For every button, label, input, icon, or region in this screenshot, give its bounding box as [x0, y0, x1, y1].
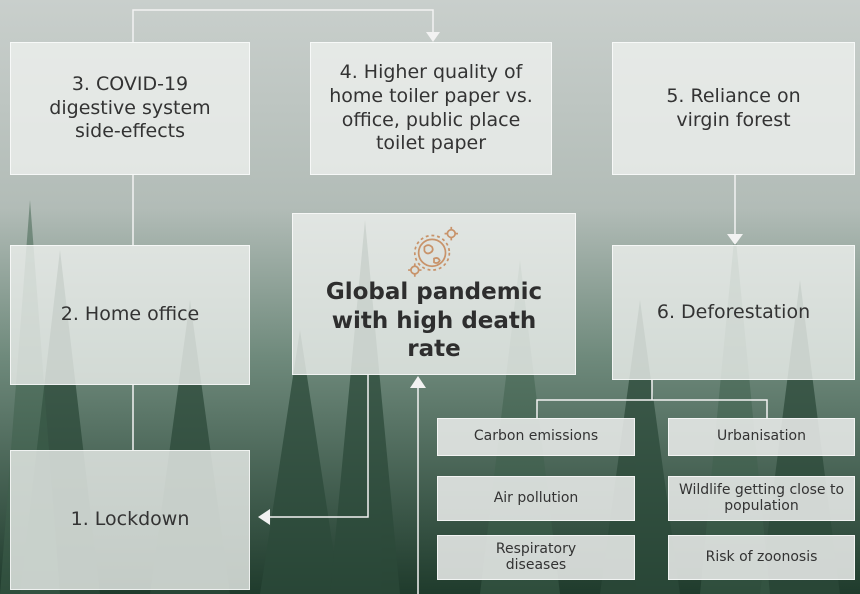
- node-box: 6. Deforestation: [612, 245, 855, 380]
- center-label: Global pandemic with high death rate: [325, 278, 543, 363]
- node-box: 4. Higher quality of home toiler paper v…: [310, 42, 552, 175]
- effect-box: Risk of zoonosis: [668, 535, 855, 580]
- effect-box: Wildlife getting close to population: [668, 476, 855, 521]
- effect-box: Air pollution: [437, 476, 635, 521]
- node-box: 5. Reliance on virgin forest: [612, 42, 855, 175]
- effect-box: Respiratory diseases: [437, 535, 635, 580]
- node-box: 2. Home office: [10, 245, 250, 385]
- node-box: 1. Lockdown: [10, 450, 250, 590]
- effect-box: Carbon emissions: [437, 418, 635, 456]
- center-box: Global pandemic with high death rate: [292, 213, 576, 375]
- effect-box: Urbanisation: [668, 418, 855, 456]
- node-box: 3. COVID-19 digestive system side-effect…: [10, 42, 250, 175]
- icon: [408, 226, 458, 277]
